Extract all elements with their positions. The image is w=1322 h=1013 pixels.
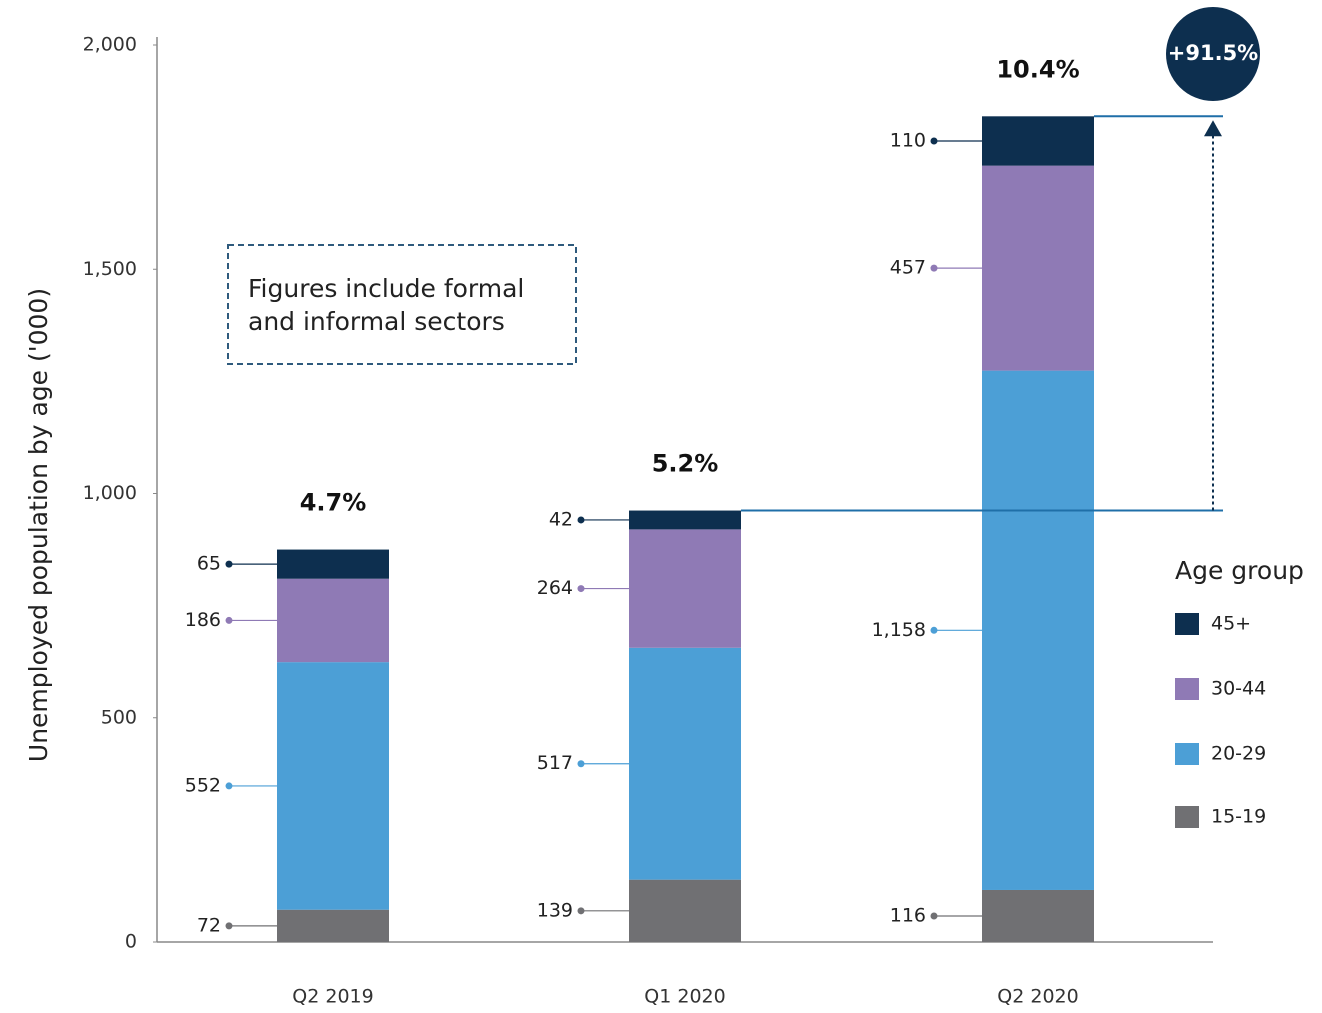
value-label: 264 — [537, 577, 573, 599]
bar-segment — [982, 370, 1094, 890]
bar-segment — [629, 647, 741, 880]
leader-dot — [577, 585, 585, 593]
value-label: 1,158 — [872, 619, 926, 641]
growth-badge — [1166, 7, 1260, 101]
leader-dot — [225, 616, 233, 624]
x-tick-label: Q2 2020 — [997, 986, 1078, 1008]
value-label: 65 — [197, 553, 221, 575]
bar-segment — [629, 529, 741, 648]
leader-dot — [225, 560, 233, 568]
legend-label: 45+ — [1211, 613, 1251, 635]
legend-swatch — [1175, 806, 1199, 828]
leader-dot — [577, 516, 585, 524]
leader-dot — [225, 922, 233, 930]
leader-dot — [930, 626, 938, 634]
y-tick-label: 500 — [101, 706, 137, 728]
bar-segment — [277, 549, 389, 579]
leader-dot — [930, 137, 938, 145]
y-axis-label: Unemployed population by age ('000) — [24, 288, 53, 762]
bar-segment — [982, 165, 1094, 371]
value-label: 517 — [537, 752, 573, 774]
x-tick-label: Q1 2020 — [644, 986, 725, 1008]
note-box — [227, 244, 577, 365]
value-label: 457 — [890, 257, 926, 279]
rate-label: 4.7% — [300, 489, 367, 517]
legend-swatch — [1175, 743, 1199, 765]
bar-segment — [277, 662, 389, 910]
legend-label: 20-29 — [1211, 743, 1266, 765]
x-tick-label: Q2 2019 — [292, 986, 373, 1008]
leader-dot — [225, 782, 233, 790]
note-line: and informal sectors — [248, 307, 505, 336]
legend-label: 30-44 — [1211, 678, 1266, 700]
legend-swatch — [1175, 678, 1199, 700]
bar-segment — [982, 116, 1094, 166]
value-label: 552 — [185, 774, 221, 796]
leader-dot — [930, 912, 938, 920]
value-label: 110 — [890, 129, 926, 151]
leader-dot — [577, 760, 585, 768]
legend-swatch — [1175, 613, 1199, 635]
y-tick-label: 0 — [125, 931, 137, 953]
bar-segment — [629, 510, 741, 530]
value-label: 72 — [197, 914, 221, 936]
leader-dot — [930, 264, 938, 272]
rate-label: 5.2% — [652, 450, 719, 478]
legend-title: Age group — [1175, 556, 1304, 585]
bar-segment — [982, 889, 1094, 942]
bar-segment — [629, 879, 741, 942]
value-label: 139 — [537, 899, 573, 921]
bar-segment — [277, 909, 389, 942]
value-label: 116 — [890, 904, 926, 926]
legend-label: 15-19 — [1211, 806, 1266, 828]
value-label: 186 — [185, 609, 221, 631]
note-line: Figures include formal — [248, 274, 524, 303]
arrow-head — [1204, 120, 1222, 137]
rate-label: 10.4% — [996, 55, 1079, 83]
value-label: 42 — [549, 508, 573, 530]
y-tick-label: 2,000 — [83, 34, 137, 56]
leader-dot — [577, 907, 585, 915]
y-tick-label: 1,500 — [83, 258, 137, 280]
y-tick-label: 1,000 — [83, 482, 137, 504]
growth-label: +91.5% — [1168, 41, 1258, 65]
bar-segment — [277, 578, 389, 663]
